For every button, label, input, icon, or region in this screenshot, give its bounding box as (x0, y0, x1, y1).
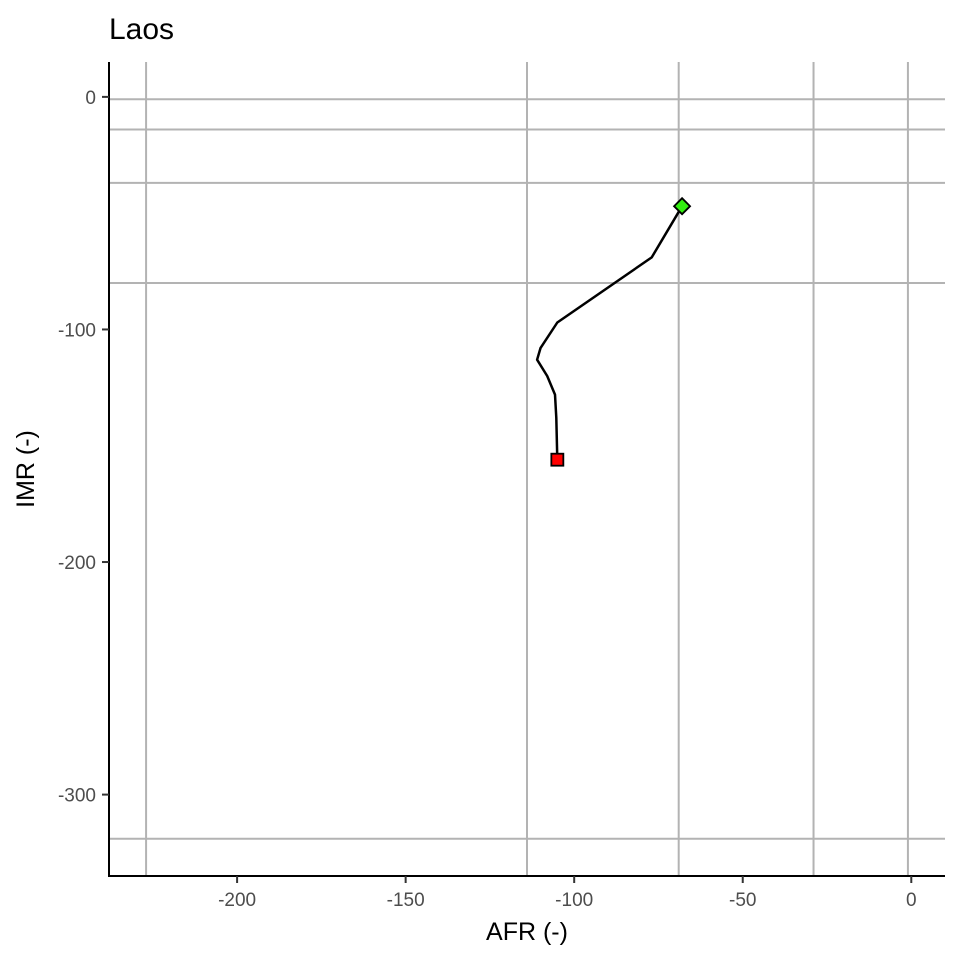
start-marker-square (550, 452, 565, 467)
y-tick-label: 0 (85, 88, 96, 109)
x-tick-label: -100 (555, 890, 593, 911)
series-group (535, 205, 684, 460)
x-tick-label: -50 (729, 890, 756, 911)
y-tick-label: -100 (58, 320, 96, 341)
end-marker-diamond (672, 196, 692, 216)
reference-lines (109, 62, 945, 876)
series-line (535, 205, 684, 460)
x-tick-label: -150 (387, 890, 425, 911)
axes (108, 62, 945, 877)
y-tick-label: -200 (58, 553, 96, 574)
markers-group (550, 196, 692, 467)
y-tick-label: -300 (58, 786, 96, 807)
ticks: -200 -150 -100 -50 0 0 -100 -200 -300 (58, 88, 917, 911)
chart-title: Laos (109, 13, 174, 46)
x-tick-label: -200 (218, 890, 256, 911)
x-axis-label: AFR (-) (486, 918, 568, 946)
x-tick-label: 0 (906, 890, 917, 911)
y-axis-label: IMR (-) (12, 430, 40, 508)
